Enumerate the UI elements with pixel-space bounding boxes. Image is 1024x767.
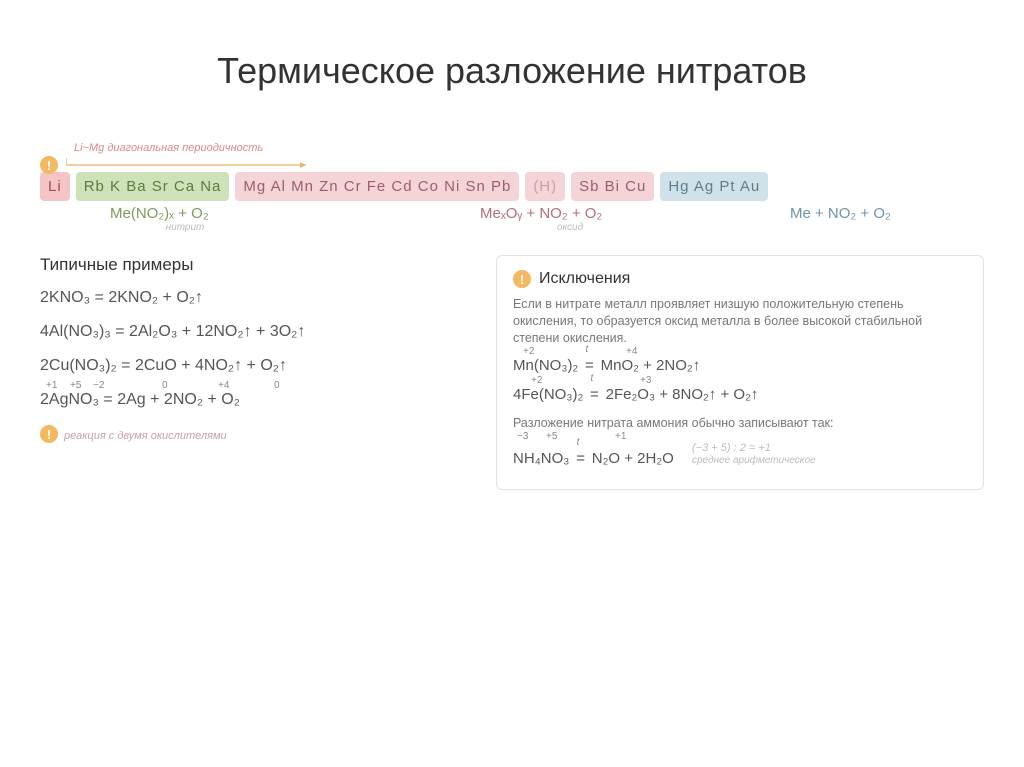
ox-a: +1 xyxy=(46,380,57,391)
equation-1: 2KNO₃ = 2KNO₂ + O₂↑ xyxy=(40,289,470,307)
product-1-formula: Me(NO₂)ₓ + O₂ xyxy=(110,205,260,222)
chip-h: (H) xyxy=(525,172,565,201)
chip-group2: Mg Al Mn Zn Cr Fe Cd Co Ni Sn Pb xyxy=(235,172,519,201)
arrow-row: ! xyxy=(40,156,984,170)
exc2-ox-b: +3 xyxy=(640,375,651,386)
chip-li: Li xyxy=(40,172,70,201)
exc3-ox-b: +5 xyxy=(546,431,557,442)
ox-d: 0 xyxy=(162,380,168,391)
left-footnote: реакция с двумя окислителями xyxy=(64,430,227,442)
exc2-ox-a: +2 xyxy=(531,375,542,386)
metal-series: Li Rb K Ba Sr Ca Na Mg Al Mn Zn Cr Fe Cd… xyxy=(40,172,984,201)
bang-icon: ! xyxy=(40,156,58,174)
equation-2: 4Al(NO₃)₃ = 2Al₂O₃ + 12NO₂↑ + 3O₂↑ xyxy=(40,323,470,341)
examples-title: Типичные примеры xyxy=(40,255,470,275)
equation-4: +1 +5 −2 0 +4 0 2AgNO₃ = 2Ag + 2NO₂ + O₂ xyxy=(40,391,470,409)
product-1: Me(NO₂)ₓ + O₂ нитрит xyxy=(110,205,260,233)
product-3: Me + NO₂ + O₂ xyxy=(790,205,950,233)
exceptions-title: Исключения xyxy=(539,270,630,288)
page-title: Термическое разложение нитратов xyxy=(40,50,984,92)
exc-equation-3: −3 +5 +1 NH₄NO₃ = N₂O + 2H₂O (−3 + 5) : … xyxy=(513,442,967,467)
product-2-sublabel: оксид xyxy=(480,222,660,233)
chip-group1: Rb K Ba Sr Ca Na xyxy=(76,172,230,201)
bang-icon-2: ! xyxy=(40,425,58,443)
exc-note-2: Разложение нитрата аммония обычно записы… xyxy=(513,415,967,432)
exc1-ox-a: +2 xyxy=(523,346,534,357)
product-3-formula: Me + NO₂ + O₂ xyxy=(790,205,950,222)
exc-side-note: (−3 + 5) : 2 = +1среднее арифметическое xyxy=(692,442,816,466)
equation-3: 2Cu(NO₃)₂ = 2CuO + 4NO₂↑ + O₂↑ xyxy=(40,357,470,375)
product-2: MeₓOᵧ + NO₂ + O₂ оксид xyxy=(480,205,660,233)
product-1-sublabel: нитрит xyxy=(110,222,260,233)
products-row: Me(NO₂)ₓ + O₂ нитрит MeₓOᵧ + NO₂ + O₂ ок… xyxy=(40,205,984,233)
ox-b: +5 xyxy=(70,380,81,391)
ox-c: −2 xyxy=(93,380,104,391)
exc3-ox-c: +1 xyxy=(615,431,626,442)
exc3-ox-a: −3 xyxy=(517,431,528,442)
equation-4-text: 2AgNO₃ = 2Ag + 2NO₂ + O₂ xyxy=(40,391,240,408)
exc-equation-2: +2 +3 4Fe(NO₃)₂ = 2Fe₂O₃ + 8NO₂↑ + O₂↑ xyxy=(513,386,967,403)
ox-f: 0 xyxy=(274,380,280,391)
exc-equation-1: +2 +4 Mn(NO₃)₂ = MnO₂ + 2NO₂↑ xyxy=(513,357,967,374)
exc1-ox-b: +4 xyxy=(626,346,637,357)
chip-group2b: Sb Bi Cu xyxy=(571,172,654,201)
diagonal-arrow-icon xyxy=(66,150,316,174)
ox-e: +4 xyxy=(218,380,229,391)
product-2-formula: MeₓOᵧ + NO₂ + O₂ xyxy=(480,205,660,222)
exceptions-text: Если в нитрате металл проявляет низшую п… xyxy=(513,296,967,347)
exceptions-box: ! Исключения Если в нитрате металл прояв… xyxy=(496,255,984,490)
chip-group3: Hg Ag Pt Au xyxy=(660,172,768,201)
bang-icon-3: ! xyxy=(513,270,531,288)
